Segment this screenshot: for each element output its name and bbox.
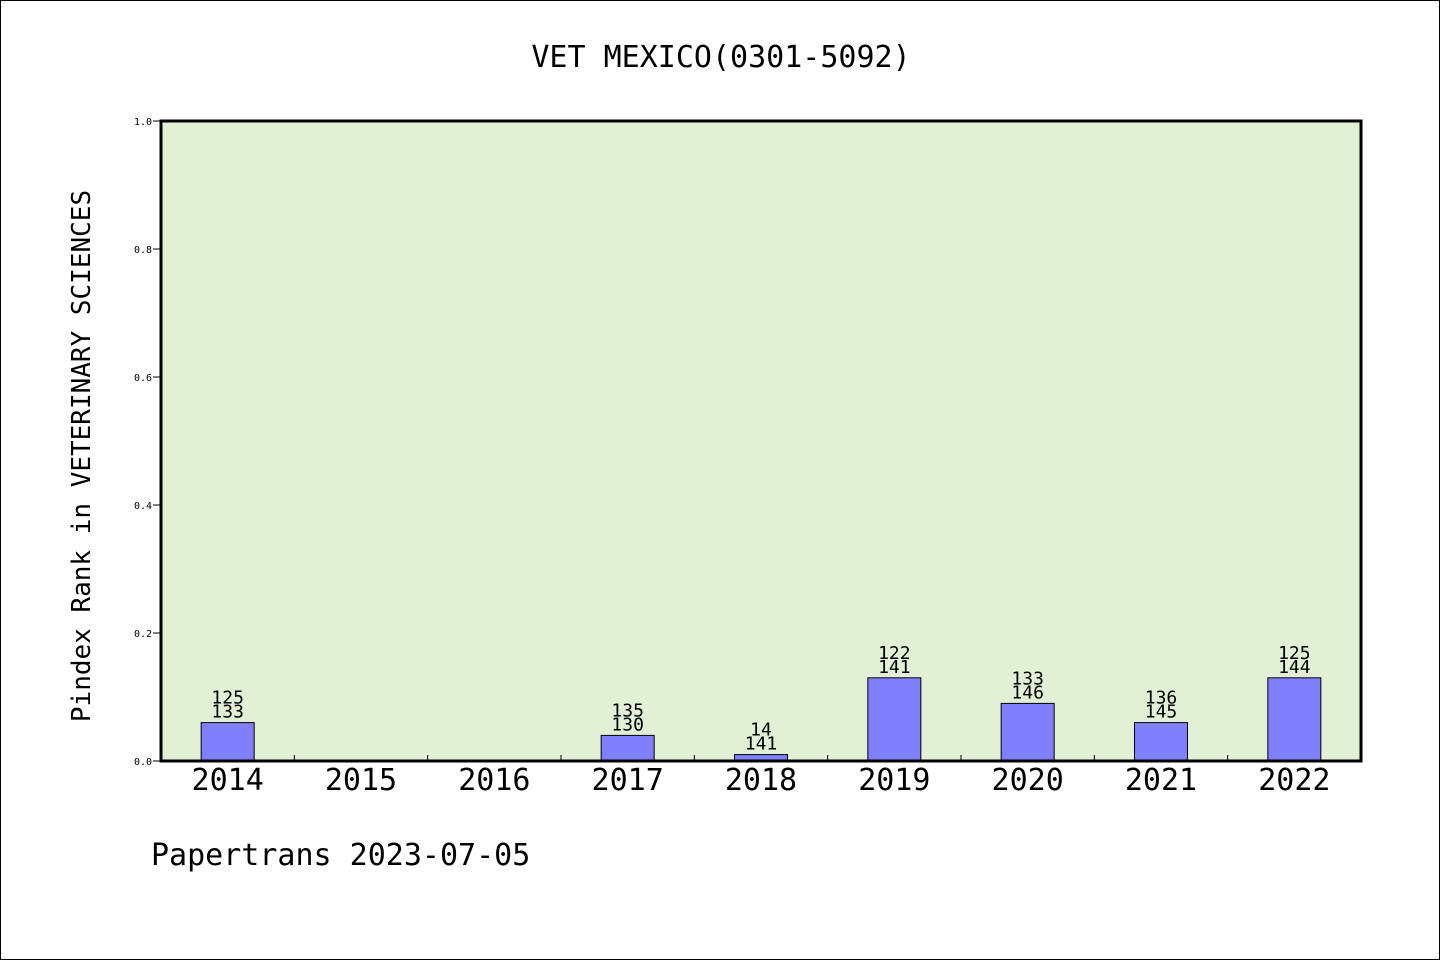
bar-2022 xyxy=(1267,677,1322,762)
y-tick-label-2: 0.4 xyxy=(134,501,152,512)
bar-2021 xyxy=(1134,722,1188,762)
footer-text: Papertrans 2023-07-05 xyxy=(151,838,530,873)
x-tick-label-2020: 2020 xyxy=(992,763,1064,798)
bar-label-top-2014: 125 xyxy=(211,688,244,709)
y-tick-label-3: 0.6 xyxy=(134,373,152,384)
x-tick-label-2014: 2014 xyxy=(192,763,264,798)
bar-label-top-2017: 135 xyxy=(611,700,644,721)
plot-border xyxy=(159,119,1363,763)
x-tick-label-2022: 2022 xyxy=(1258,763,1330,798)
chart-title: VET MEXICO(0301-5092) xyxy=(531,40,910,75)
bar-2020 xyxy=(1000,702,1055,762)
x-axis: 2014 2015 2016 2017 2018 2019 2020 2021 2022 xyxy=(192,755,1330,798)
bar-label-top-2021: 136 xyxy=(1145,688,1178,709)
x-tick-label-2018: 2018 xyxy=(725,763,797,798)
bar-label-bottom-2022: 144 xyxy=(1278,657,1311,678)
y-tick-label-4: 0.8 xyxy=(134,245,152,256)
bar-label-bottom-2019: 141 xyxy=(878,657,911,678)
y-axis-label: Pindex Rank in VETERINARY SCIENCES xyxy=(67,190,97,722)
bar-label-top-2020: 133 xyxy=(1011,668,1044,689)
x-tick-label-2016: 2016 xyxy=(458,763,530,798)
bar-2019 xyxy=(867,677,922,762)
bar-label-top-2022: 125 xyxy=(1278,643,1311,664)
y-tick-label-1: 0.2 xyxy=(134,629,152,640)
y-axis: 0.0 0.2 0.4 0.6 0.8 1.0 xyxy=(134,117,161,768)
x-tick-label-2017: 2017 xyxy=(592,763,664,798)
bar-label-bottom-2020: 146 xyxy=(1011,682,1044,703)
bar-label-bottom-2017: 130 xyxy=(611,714,644,735)
bar-2014 xyxy=(200,722,255,762)
bar-label-bottom-2018: 141 xyxy=(745,734,778,755)
x-tick-label-2021: 2021 xyxy=(1125,763,1197,798)
bar-label-bottom-2021: 145 xyxy=(1145,702,1178,723)
bar-2017 xyxy=(600,734,655,762)
y-tick-label-0: 0.0 xyxy=(134,757,152,768)
x-tick-label-2015: 2015 xyxy=(325,763,397,798)
bar-label-top-2019: 122 xyxy=(878,643,911,664)
bar-label-bottom-2014: 133 xyxy=(211,702,244,723)
bar-label-top-2018: 14 xyxy=(750,720,772,741)
x-tick-label-2019: 2019 xyxy=(858,763,930,798)
y-tick-label-5: 1.0 xyxy=(134,117,152,128)
plot-area xyxy=(161,121,1361,761)
